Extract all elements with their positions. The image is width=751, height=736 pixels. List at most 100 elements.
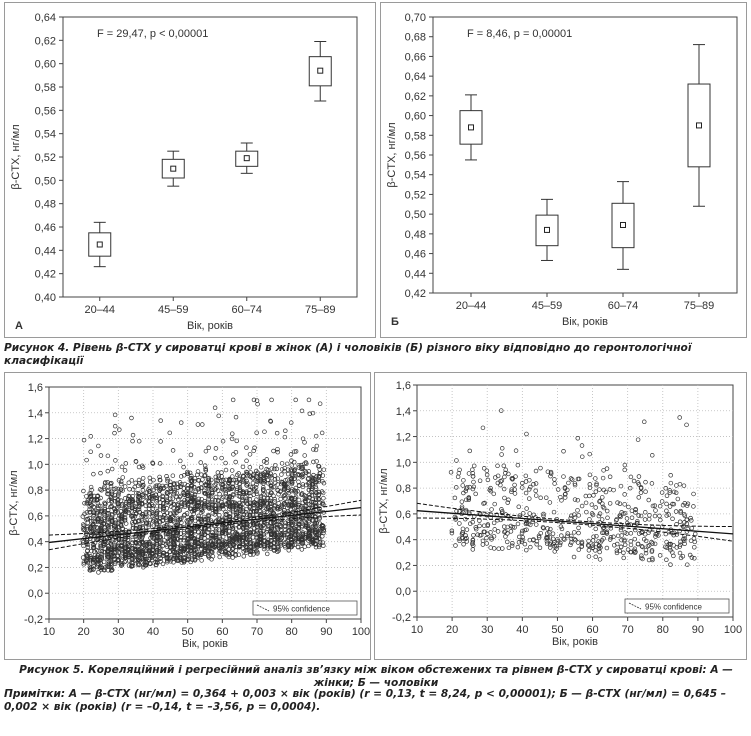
y-tick-label: 0,60 — [405, 111, 426, 123]
data-point — [302, 461, 307, 466]
data-point — [254, 542, 260, 548]
data-point — [628, 539, 633, 544]
data-point — [524, 547, 529, 553]
data-point — [110, 539, 115, 545]
data-point — [141, 513, 146, 519]
data-point — [527, 496, 532, 501]
data-point — [205, 543, 211, 549]
data-point — [110, 519, 115, 524]
data-point — [213, 446, 219, 451]
data-point — [215, 498, 221, 504]
data-point — [286, 547, 292, 553]
data-point — [275, 506, 281, 512]
data-point — [217, 554, 222, 560]
y-tick-label: 0,48 — [405, 229, 426, 241]
data-point — [113, 486, 119, 491]
data-point — [91, 543, 97, 548]
data-point — [127, 486, 132, 492]
data-point — [91, 544, 96, 550]
data-point — [91, 542, 96, 547]
data-point — [251, 471, 256, 477]
data-point — [510, 524, 515, 530]
data-point — [482, 500, 487, 506]
data-point — [122, 468, 128, 473]
confidence-band — [416, 502, 733, 527]
data-point — [601, 525, 607, 530]
data-point — [192, 498, 198, 504]
data-point — [317, 401, 323, 406]
data-point — [499, 510, 505, 516]
data-point — [593, 505, 598, 510]
data-point — [691, 491, 696, 497]
data-point — [671, 501, 677, 507]
data-point — [622, 538, 627, 544]
data-point — [646, 516, 652, 522]
data-point — [89, 548, 94, 554]
data-point — [140, 556, 145, 561]
data-point — [491, 520, 497, 526]
data-point — [244, 458, 249, 464]
data-point — [97, 503, 103, 509]
data-point — [300, 482, 306, 487]
y-tick-label: 1,2 — [28, 434, 43, 446]
y-tick-label: 0,46 — [35, 222, 56, 234]
data-point — [98, 453, 104, 458]
data-point — [88, 502, 94, 507]
data-point — [317, 471, 323, 476]
data-point — [139, 545, 144, 551]
x-tick-label: 10 — [411, 624, 423, 636]
data-point — [146, 524, 152, 530]
y-tick-label: 0,8 — [28, 485, 43, 497]
data-point — [282, 493, 287, 498]
data-point — [236, 500, 242, 506]
y-tick-label: 1,0 — [28, 459, 43, 471]
data-point — [236, 552, 242, 557]
data-point — [604, 531, 610, 536]
data-point — [258, 465, 264, 470]
data-point — [692, 539, 698, 545]
data-point — [165, 476, 170, 482]
data-point — [484, 535, 489, 541]
data-point — [196, 513, 201, 519]
data-point — [531, 482, 536, 487]
data-point — [175, 523, 181, 528]
data-point — [199, 534, 204, 540]
data-point — [512, 487, 517, 492]
data-point — [547, 500, 553, 505]
data-point — [667, 488, 672, 493]
data-point — [150, 513, 155, 519]
plot-frame — [416, 384, 734, 618]
data-point — [292, 468, 297, 473]
data-point — [677, 528, 682, 534]
data-point — [314, 479, 320, 485]
y-tick-label: 0,4 — [28, 537, 43, 549]
data-point — [654, 532, 660, 537]
data-point — [146, 548, 151, 553]
data-point — [188, 487, 194, 492]
data-point — [316, 544, 322, 550]
data-point — [311, 447, 316, 452]
data-point — [99, 554, 105, 559]
data-point — [132, 508, 138, 513]
x-tick-label: 80 — [286, 626, 298, 638]
data-point — [120, 475, 125, 480]
data-point — [178, 543, 183, 548]
data-point — [264, 460, 269, 465]
data-point — [571, 554, 577, 560]
data-point — [292, 502, 297, 508]
data-point — [506, 471, 511, 477]
y-tick-label: 1,4 — [28, 408, 43, 420]
data-point — [491, 491, 497, 497]
data-point — [649, 539, 654, 545]
data-point — [160, 506, 166, 511]
data-point — [572, 536, 577, 542]
data-point — [196, 503, 201, 509]
data-point — [231, 543, 237, 548]
data-point — [692, 544, 697, 550]
data-point — [127, 503, 132, 509]
data-point — [288, 531, 294, 536]
data-point — [213, 507, 219, 512]
data-point — [241, 478, 247, 483]
data-point — [199, 496, 204, 502]
data-point — [91, 504, 96, 510]
